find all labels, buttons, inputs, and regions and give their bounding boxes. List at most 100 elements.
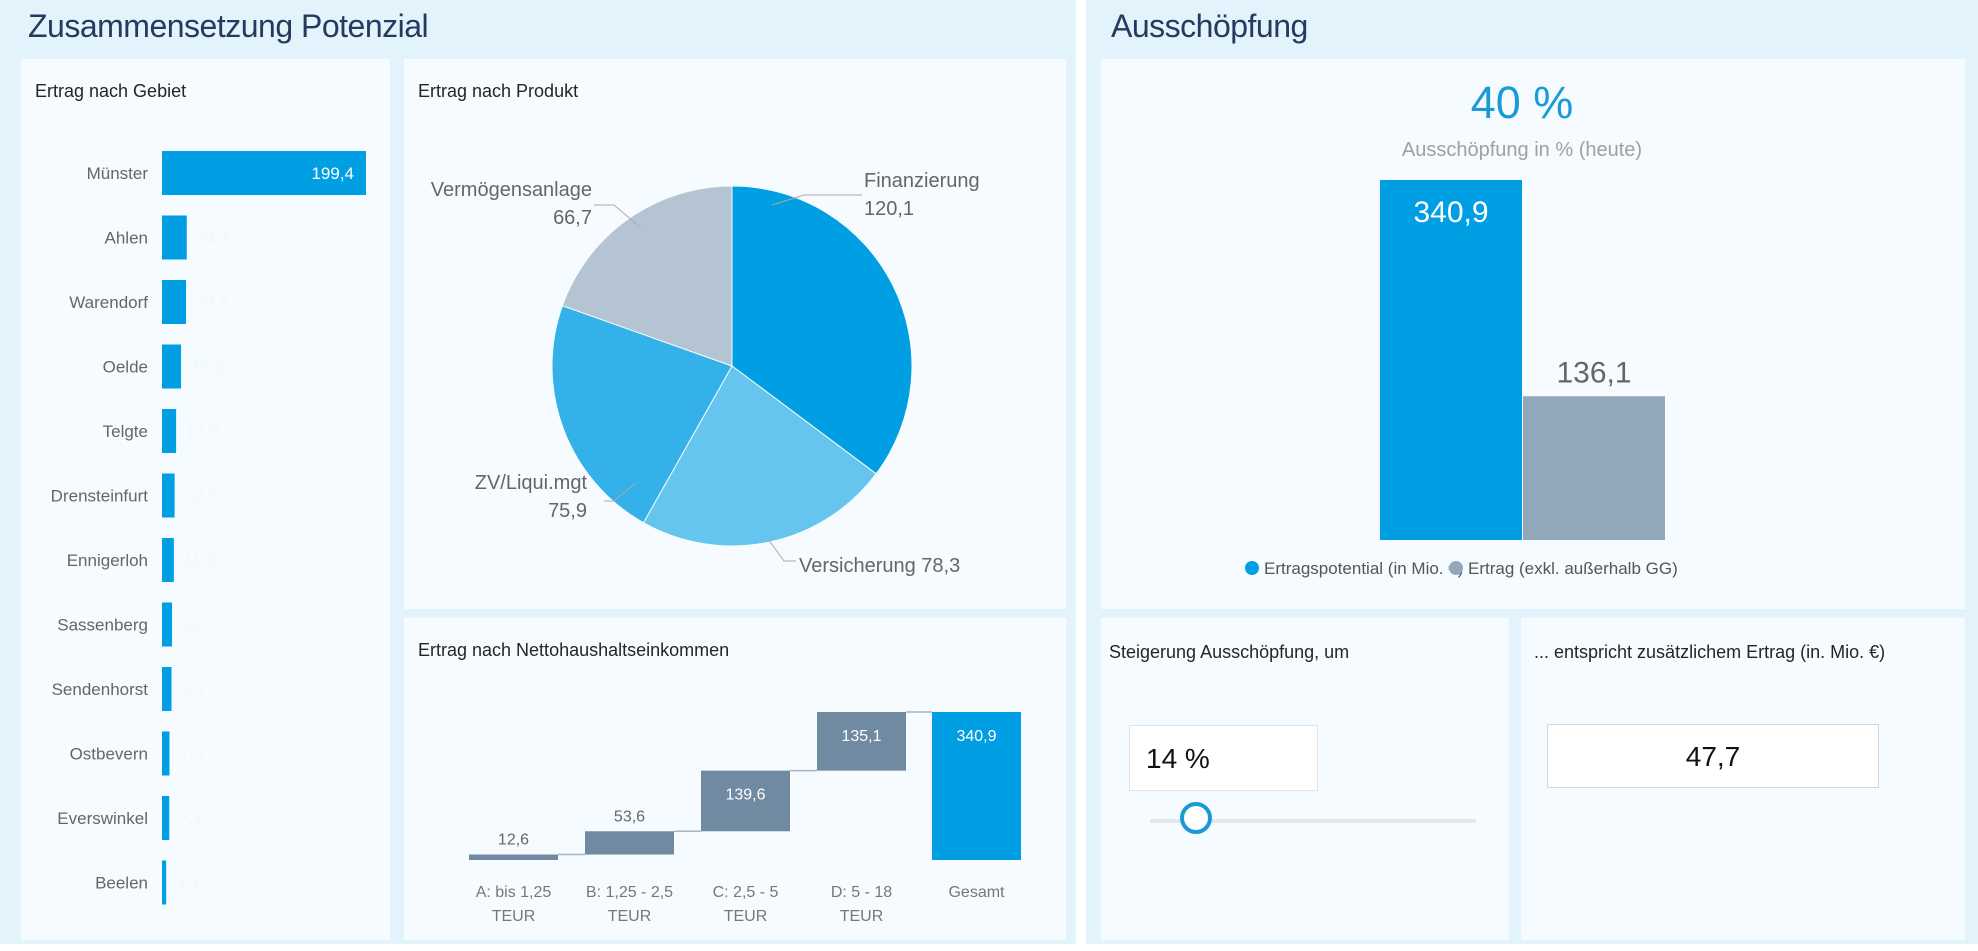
category-label: A: bis 1,25 bbox=[476, 884, 552, 901]
card-ausschoepfung-chart[interactable]: 40 % Ausschöpfung in % (heute) 340,9 136,… bbox=[1101, 59, 1965, 609]
pie-chart-produkt: Finanzierung 120,1 Versicherung 78,3 ZV/Liq… bbox=[431, 170, 980, 577]
bar-oelde bbox=[162, 344, 182, 389]
section-ausschoepfung: Ausschöpfung 40 % Ausschöpfung in % (heu… bbox=[1086, 0, 1978, 944]
waterfall-bar bbox=[932, 712, 1021, 860]
leader-line bbox=[771, 194, 862, 206]
data-label: 139,6 bbox=[725, 787, 765, 804]
data-label: 135,1 bbox=[841, 728, 881, 745]
bar-ertrag bbox=[1523, 396, 1665, 540]
category-label: Beelen bbox=[95, 874, 148, 893]
category-label: TEUR bbox=[492, 908, 536, 925]
category-label: TEUR bbox=[840, 908, 884, 925]
waterfall-bar bbox=[469, 854, 558, 860]
card-title: Ertrag nach Gebiet bbox=[35, 81, 187, 101]
card-zusatz-ertrag[interactable]: ... entspricht zusätzlichem Ertrag (in. … bbox=[1521, 618, 1965, 940]
waterfall-bar bbox=[817, 712, 906, 771]
pie-slice-vermgensanlage bbox=[561, 185, 733, 367]
legend-label: Ertragspotential (in Mio. €) bbox=[1264, 559, 1463, 578]
section-title: Zusammensetzung Potenzial bbox=[28, 8, 429, 44]
bar-ostbevern bbox=[162, 731, 170, 776]
data-label: 11,6 bbox=[184, 551, 216, 570]
category-label: Sendenhorst bbox=[52, 680, 149, 699]
card-steigerung[interactable]: Steigerung Ausschöpfung, um 14 % bbox=[1101, 618, 1509, 940]
leader-line bbox=[767, 538, 796, 562]
data-label: 13,8 bbox=[186, 422, 219, 441]
category-label: Drensteinfurt bbox=[51, 487, 149, 506]
slice-label: Vermögensanlage bbox=[431, 179, 592, 201]
bar-beelen bbox=[162, 860, 167, 905]
legend-marker-icon bbox=[1245, 561, 1259, 575]
category-label: Gesamt bbox=[948, 884, 1005, 901]
waterfall-bar bbox=[701, 770, 790, 832]
data-label: 136,1 bbox=[1556, 356, 1631, 389]
waterfall-bar bbox=[585, 831, 674, 855]
slice-value: 75,9 bbox=[548, 500, 587, 522]
data-label: 340,9 bbox=[956, 728, 996, 745]
steigerung-value: 14 % bbox=[1146, 743, 1210, 774]
legend-label: Ertrag (exkl. außerhalb GG) bbox=[1468, 559, 1678, 578]
slice-label: ZV/Liqui.mgt bbox=[475, 472, 588, 494]
slice-value: 66,7 bbox=[553, 207, 592, 229]
bar-münster bbox=[162, 151, 366, 195]
data-label: 7,3 bbox=[179, 745, 203, 764]
category-label: Oelde bbox=[103, 358, 148, 377]
section-title: Ausschöpfung bbox=[1111, 8, 1308, 44]
category-label: B: 1,25 - 2,5 bbox=[586, 884, 673, 901]
steigerung-slider-thumb[interactable] bbox=[1179, 802, 1212, 834]
pie-slice-finanzierung bbox=[731, 185, 913, 475]
zusatz-value-box: 47,7 bbox=[1547, 724, 1879, 788]
category-label: Telgte bbox=[103, 422, 148, 441]
category-label: Münster bbox=[87, 164, 149, 183]
category-label: TEUR bbox=[608, 908, 652, 925]
slice-label: Versicherung 78,3 bbox=[799, 555, 960, 577]
category-label: Sassenberg bbox=[57, 616, 148, 635]
data-label: 23,5 bbox=[196, 293, 229, 312]
bar-everswinkel bbox=[162, 796, 170, 840]
steigerung-input[interactable]: 14 % bbox=[1129, 725, 1318, 791]
data-label: 18,6 bbox=[191, 358, 224, 377]
data-label: 9,3 bbox=[182, 680, 206, 699]
bar-telgte bbox=[162, 409, 177, 453]
bar-sendenhorst bbox=[162, 667, 172, 711]
data-label: 12,3 bbox=[185, 487, 218, 506]
pie-slice-versicherung bbox=[642, 365, 877, 547]
card-ertrag-nach-gebiet[interactable]: Ertrag nach Gebiet Münster 199,4 Ahlen 24,2… bbox=[21, 59, 390, 940]
leader-line bbox=[604, 482, 637, 502]
kpi-value: 40 % bbox=[1470, 77, 1574, 128]
card-ertrag-nach-einkommen[interactable]: Ertrag nach Nettohaushaltseinkommen 12,6… bbox=[404, 618, 1066, 940]
card-ertrag-nach-produkt[interactable]: Ertrag nach Produkt Finanzierung 120,1 Ver… bbox=[404, 59, 1066, 609]
bar-sassenberg bbox=[162, 602, 173, 647]
bar-ennigerloh bbox=[162, 538, 174, 582]
card-title: Ertrag nach Nettohaushaltseinkommen bbox=[418, 640, 730, 660]
category-label: Ahlen bbox=[105, 229, 148, 248]
data-label: 7,1 bbox=[179, 809, 203, 828]
category-label: Ostbevern bbox=[70, 745, 148, 764]
data-label: 4,1 bbox=[176, 874, 200, 893]
data-label: 9,8 bbox=[182, 616, 206, 635]
category-label: TEUR bbox=[724, 908, 768, 925]
bar-chart-gebiet: Münster 199,4 Ahlen 24,2 Warendorf 23,5 Oelde 1… bbox=[51, 151, 366, 905]
data-label: 53,6 bbox=[614, 808, 645, 825]
card-title: ... entspricht zusätzlichem Ertrag (in. … bbox=[1534, 642, 1886, 662]
bar-ertragspotential bbox=[1380, 180, 1522, 540]
category-label: Everswinkel bbox=[57, 809, 148, 828]
data-label: 199,4 bbox=[311, 164, 354, 183]
zusatz-value: 47,7 bbox=[1685, 741, 1741, 772]
waterfall-chart: 12,6 A: bis 1,25 TEUR 53,6 B: 1,25 - 2,5 TEUR… bbox=[469, 711, 1021, 925]
legend-marker-icon bbox=[1449, 561, 1463, 575]
category-label: Warendorf bbox=[69, 293, 148, 312]
data-label: 340,9 bbox=[1413, 196, 1488, 229]
slice-label: Finanzierung bbox=[864, 170, 980, 192]
data-label: 12,6 bbox=[498, 832, 529, 849]
category-label: Ennigerloh bbox=[67, 551, 148, 570]
data-label: 24,2 bbox=[197, 229, 230, 248]
slice-value: 120,1 bbox=[864, 198, 914, 220]
pie-slice-zvliquimgt bbox=[551, 305, 733, 524]
bar-warendorf bbox=[162, 280, 187, 324]
bar-chart-ausschoepfung: 340,9 136,1 Ertragspotential (in Mio. €) Er… bbox=[1245, 180, 1678, 578]
bar-drensteinfurt bbox=[162, 473, 175, 518]
bar-ahlen bbox=[162, 215, 187, 260]
steigerung-slider-track[interactable] bbox=[1150, 819, 1476, 823]
category-label: C: 2,5 - 5 bbox=[713, 884, 779, 901]
card-title: Ertrag nach Produkt bbox=[418, 81, 579, 101]
